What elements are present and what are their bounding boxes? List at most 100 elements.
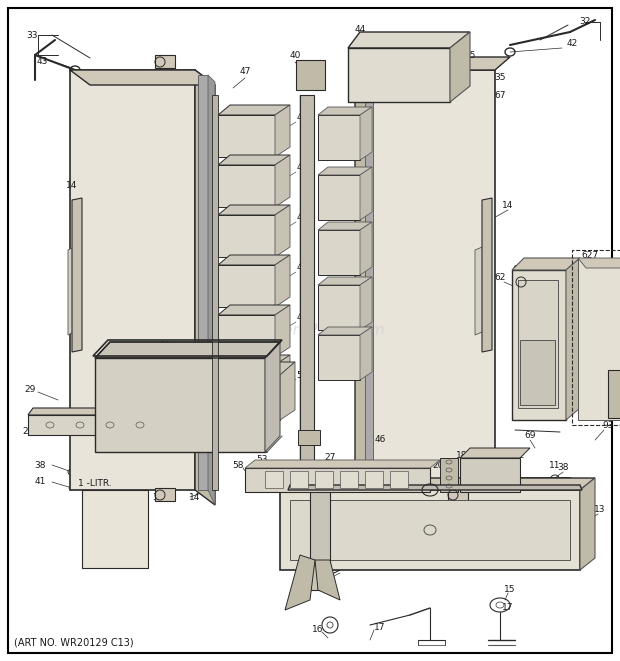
Polygon shape	[290, 500, 570, 560]
Bar	[572, 250, 620, 425]
Polygon shape	[348, 32, 470, 48]
Polygon shape	[318, 230, 360, 275]
Polygon shape	[218, 365, 275, 407]
Polygon shape	[578, 258, 620, 420]
Text: 67: 67	[494, 91, 506, 100]
Polygon shape	[218, 265, 275, 307]
Text: 41: 41	[557, 477, 569, 486]
Text: 67: 67	[303, 71, 314, 79]
Text: 20: 20	[432, 461, 444, 469]
Text: 1: 1	[596, 264, 600, 272]
Polygon shape	[318, 167, 372, 175]
Polygon shape	[318, 175, 360, 220]
Text: 38: 38	[557, 463, 569, 473]
Polygon shape	[218, 205, 290, 215]
Polygon shape	[218, 375, 280, 420]
Polygon shape	[365, 75, 373, 490]
Text: 45: 45	[464, 50, 476, 59]
Text: 14: 14	[440, 520, 451, 529]
Polygon shape	[578, 258, 620, 268]
Text: 39: 39	[566, 278, 578, 286]
Polygon shape	[300, 95, 314, 490]
Text: 50: 50	[296, 371, 308, 379]
Text: 1 -LITR.: 1 -LITR.	[78, 479, 112, 488]
Text: eReplacementParts.com: eReplacementParts.com	[198, 323, 385, 338]
Polygon shape	[218, 115, 275, 157]
Polygon shape	[298, 430, 320, 445]
Polygon shape	[280, 478, 595, 490]
Text: 11: 11	[549, 461, 560, 469]
Polygon shape	[275, 105, 290, 157]
Text: 47: 47	[296, 214, 308, 223]
Polygon shape	[318, 115, 360, 160]
Polygon shape	[70, 70, 195, 490]
Polygon shape	[448, 50, 468, 60]
Text: 62: 62	[494, 274, 506, 282]
Polygon shape	[360, 222, 372, 275]
Text: 16: 16	[312, 625, 324, 635]
Text: 29: 29	[24, 385, 36, 395]
Polygon shape	[460, 458, 520, 492]
Polygon shape	[218, 155, 290, 165]
Polygon shape	[218, 215, 275, 257]
Polygon shape	[318, 222, 372, 230]
Polygon shape	[245, 468, 430, 492]
Text: 35: 35	[199, 83, 211, 93]
Text: 47: 47	[296, 163, 308, 173]
Text: 69: 69	[525, 430, 536, 440]
Polygon shape	[450, 32, 470, 102]
Text: 33: 33	[26, 30, 38, 40]
Polygon shape	[218, 315, 275, 357]
Text: 17: 17	[502, 603, 514, 613]
Polygon shape	[280, 362, 295, 420]
Polygon shape	[285, 555, 315, 610]
Polygon shape	[28, 408, 175, 415]
Text: 627: 627	[582, 251, 598, 260]
Text: 12: 12	[515, 451, 526, 459]
Text: 18: 18	[456, 451, 467, 459]
Polygon shape	[518, 280, 558, 408]
Polygon shape	[218, 165, 275, 207]
Polygon shape	[70, 70, 215, 85]
Text: 53: 53	[256, 455, 268, 465]
Text: 14: 14	[189, 492, 201, 502]
Text: 30: 30	[159, 340, 170, 350]
Polygon shape	[566, 258, 580, 420]
Text: 14: 14	[584, 485, 596, 494]
Polygon shape	[318, 277, 372, 285]
Polygon shape	[318, 285, 360, 330]
Polygon shape	[290, 471, 308, 488]
Polygon shape	[280, 490, 580, 570]
Polygon shape	[315, 560, 340, 600]
Polygon shape	[275, 255, 290, 307]
Polygon shape	[296, 60, 325, 90]
Polygon shape	[218, 362, 295, 375]
Polygon shape	[580, 478, 595, 570]
Text: 47: 47	[296, 313, 308, 323]
Polygon shape	[360, 277, 372, 330]
Text: 61: 61	[554, 280, 565, 290]
Polygon shape	[365, 471, 383, 488]
Polygon shape	[265, 471, 283, 488]
Polygon shape	[218, 305, 290, 315]
Polygon shape	[370, 70, 495, 490]
Text: 40: 40	[290, 52, 301, 61]
Text: 42: 42	[567, 40, 578, 48]
Polygon shape	[390, 471, 408, 488]
Polygon shape	[315, 471, 333, 488]
Text: 43: 43	[37, 58, 48, 67]
Polygon shape	[460, 448, 530, 458]
Polygon shape	[208, 75, 215, 505]
Text: 14: 14	[502, 200, 514, 210]
Polygon shape	[475, 245, 487, 335]
Polygon shape	[288, 485, 582, 490]
Polygon shape	[195, 70, 215, 505]
Polygon shape	[608, 370, 620, 418]
Text: 27: 27	[324, 453, 335, 461]
Text: 36: 36	[153, 492, 164, 502]
Text: 93: 93	[602, 420, 614, 430]
Polygon shape	[82, 490, 148, 568]
Text: 58: 58	[232, 461, 244, 469]
Polygon shape	[360, 107, 372, 160]
Text: 19: 19	[304, 551, 316, 559]
